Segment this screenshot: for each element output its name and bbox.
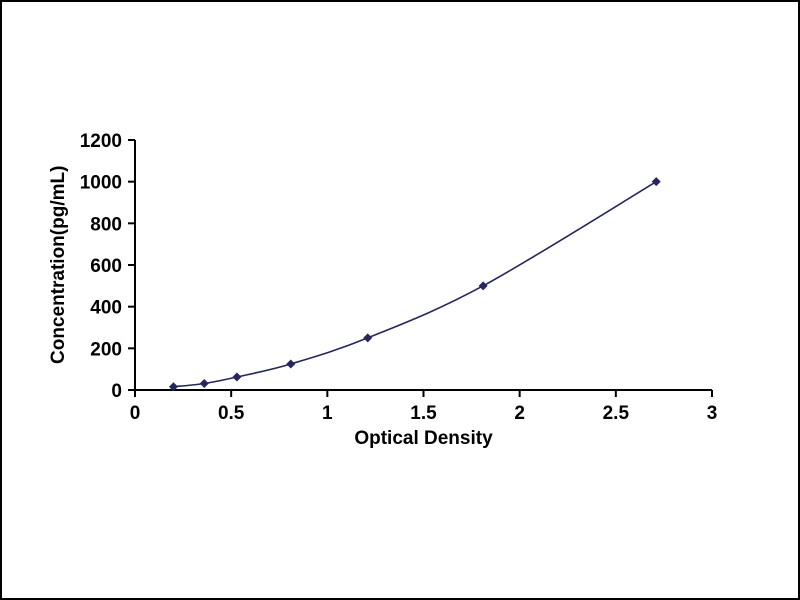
data-point-marker — [199, 379, 209, 388]
y-tick-label: 600 — [90, 256, 122, 277]
data-point-marker — [232, 372, 242, 382]
x-axis-title: Optical Density — [354, 428, 493, 449]
standard-curve-line — [173, 180, 657, 388]
y-tick-label: 1000 — [80, 173, 122, 194]
y-tick-label: 800 — [90, 214, 122, 235]
x-tick-label: 1 — [322, 403, 333, 424]
y-tick-label: 400 — [90, 298, 122, 319]
x-tick-label: 2 — [514, 403, 525, 424]
x-tick-label: 0.5 — [218, 403, 245, 424]
x-tick-label: 2.5 — [603, 403, 630, 424]
y-tick-label: 1200 — [80, 131, 122, 152]
data-point-marker — [168, 382, 178, 392]
data-point-marker — [363, 333, 373, 343]
y-tick-label: 200 — [90, 339, 122, 360]
data-point-marker — [651, 177, 661, 187]
y-axis-title: Concentration(pg/mL) — [48, 165, 69, 365]
x-tick-label: 1.5 — [410, 403, 437, 424]
y-tick-label: 0 — [111, 381, 122, 402]
x-tick-label: 0 — [130, 403, 141, 424]
data-point-marker — [478, 281, 488, 291]
x-tick-label: 3 — [707, 403, 718, 424]
data-point-marker — [286, 359, 296, 369]
